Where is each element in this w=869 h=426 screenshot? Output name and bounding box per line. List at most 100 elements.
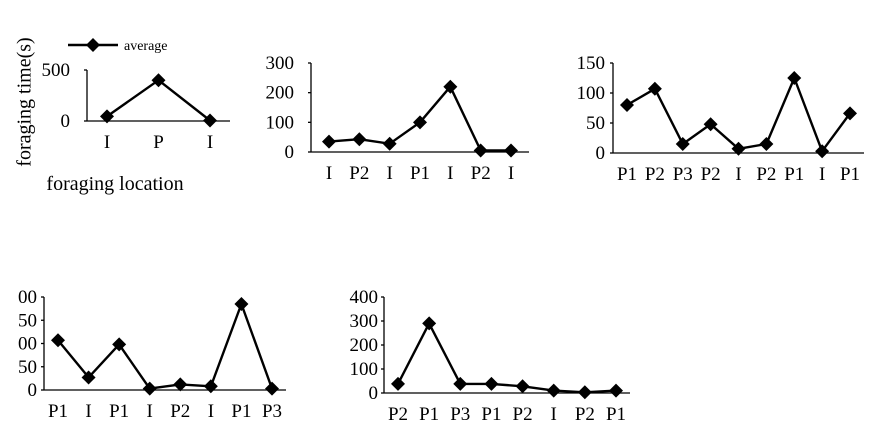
y-tick-label: 0 — [596, 143, 606, 164]
x-tick-label: P — [153, 132, 164, 153]
x-tick-label: P1 — [48, 401, 68, 422]
y-tick-label: 150 — [577, 53, 606, 74]
x-tick-label: P2 — [756, 164, 776, 185]
data-point — [100, 109, 114, 124]
y-tick-label: 100 — [577, 83, 606, 104]
x-tick-label: P2 — [170, 401, 190, 422]
panel-5: 0 100 200 300 400 P2 P1 P3 P1 P2 I P2 P1 — [350, 287, 630, 425]
x-tick-label: P1 — [481, 404, 501, 425]
data-point — [51, 333, 65, 348]
data-point — [413, 115, 427, 130]
data-point — [265, 381, 279, 396]
x-tick-label: I — [326, 163, 332, 184]
y-tick-label: 200 — [266, 83, 295, 104]
x-tick-label: P1 — [109, 401, 129, 422]
data-point — [546, 383, 561, 398]
y-tick-label: 100 — [266, 112, 295, 133]
data-point — [647, 81, 662, 96]
x-tick-label: I — [551, 404, 557, 425]
data-point — [484, 376, 499, 391]
data-point — [453, 376, 468, 391]
x-tick-label: P2 — [471, 163, 491, 184]
data-point — [443, 79, 458, 94]
y-tick-label: 50 — [18, 310, 37, 331]
x-tick-label: P3 — [450, 404, 470, 425]
data-point — [422, 316, 437, 331]
data-point — [577, 385, 592, 400]
y-tick-label: 200 — [350, 335, 379, 356]
x-tick-label: P2 — [645, 164, 665, 185]
x-tick-label: I — [387, 163, 393, 184]
x-tick-label: P1 — [231, 401, 251, 422]
y-tick-label: 0 — [369, 383, 379, 404]
legend-label: average — [124, 39, 168, 54]
data-point — [173, 377, 188, 392]
x-tick-label: P3 — [262, 401, 282, 422]
data-point — [609, 383, 623, 398]
x-tick-label: P2 — [349, 163, 369, 184]
data-point — [322, 134, 336, 149]
x-tick-label: P1 — [419, 404, 439, 425]
data-point — [352, 132, 367, 147]
x-tick-label: P3 — [673, 164, 693, 185]
y-tick-label: 00 — [18, 287, 37, 308]
data-point — [787, 71, 802, 85]
x-tick-label: I — [147, 401, 153, 422]
y-tick-label: 500 — [42, 60, 71, 81]
data-point — [203, 379, 218, 394]
data-point — [142, 381, 157, 396]
x-tick-label: P1 — [784, 164, 804, 185]
y-tick-label: 0 — [285, 142, 295, 163]
panel-2: 0 100 200 300 I P2 I P1 I P2 I — [266, 53, 529, 184]
data-point — [703, 117, 718, 132]
data-point — [759, 137, 774, 151]
data-point — [81, 370, 96, 385]
x-tick-label: P2 — [513, 404, 533, 425]
legend: average — [68, 38, 168, 54]
y-tick-label: 50 — [586, 113, 605, 134]
x-tick-label: I — [508, 163, 514, 184]
data-point — [620, 98, 634, 112]
data-point — [112, 337, 127, 352]
x-tick-label: P1 — [840, 164, 860, 185]
data-point — [391, 376, 405, 391]
data-point — [731, 141, 746, 156]
x-tick-label: P2 — [575, 404, 595, 425]
legend-marker — [86, 38, 100, 52]
y-tick-label: 100 — [350, 359, 379, 380]
x-tick-label: I — [447, 163, 453, 184]
y-tick-label: 400 — [350, 287, 379, 308]
x-tick-label: P1 — [410, 163, 430, 184]
series-line — [396, 322, 617, 394]
data-point — [382, 136, 397, 151]
data-point — [515, 379, 530, 394]
data-point — [843, 106, 857, 121]
y-tick-label: 300 — [266, 53, 295, 74]
x-tick-label: I — [85, 401, 91, 422]
data-point — [504, 143, 518, 158]
data-point — [151, 73, 166, 88]
y-tick-label: 0 — [61, 111, 71, 132]
panel-3: 0 50 100 150 P1 P2 P3 P2 I P2 P1 I P1 — [577, 53, 864, 185]
data-point — [473, 143, 488, 158]
y-tick-label: 00 — [18, 334, 37, 355]
x-tick-label: P2 — [701, 164, 721, 185]
data-point — [234, 296, 249, 311]
x-tick-label: P1 — [606, 404, 626, 425]
data-point — [815, 144, 830, 159]
x-tick-label: I — [207, 132, 213, 153]
x-tick-label: I — [735, 164, 741, 185]
x-axis-label: foraging location — [46, 173, 183, 195]
x-tick-label: I — [819, 164, 825, 185]
y-axis-label: foraging time(s) — [14, 37, 36, 166]
data-point — [675, 137, 690, 151]
x-tick-label: I — [104, 132, 110, 153]
series-line — [57, 302, 274, 390]
y-tick-label: 300 — [350, 311, 379, 332]
y-tick-label: 0 — [28, 380, 38, 401]
y-tick-label: 50 — [18, 357, 37, 378]
x-tick-label: I — [208, 401, 214, 422]
x-tick-label: P2 — [388, 404, 408, 425]
x-tick-label: P1 — [617, 164, 637, 185]
